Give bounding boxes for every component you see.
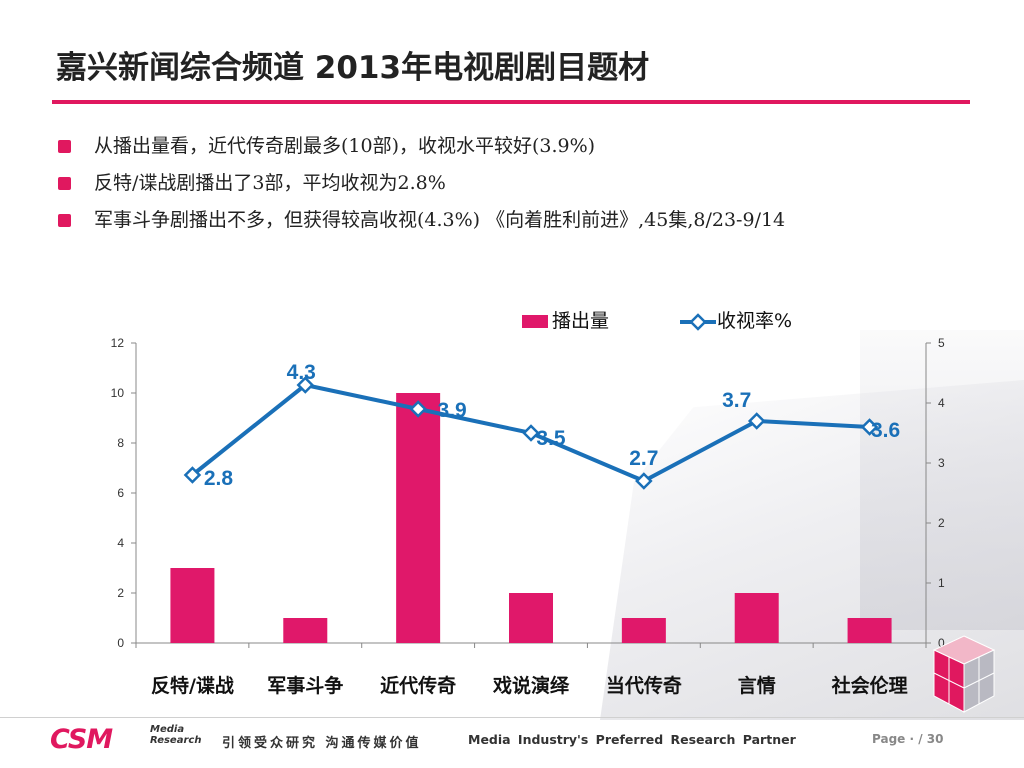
legend-bar-label: 播出量	[552, 310, 609, 332]
rating-data-label: 3.9	[438, 399, 467, 422]
rating-data-label: 2.7	[629, 447, 658, 470]
rating-data-label: 3.7	[722, 389, 751, 412]
right-axis-tick-label: 1	[938, 576, 945, 590]
category-label: 当代传奇	[606, 674, 682, 697]
category-label: 近代传奇	[380, 674, 456, 697]
bar-3	[509, 593, 553, 643]
legend-bar-swatch	[522, 315, 548, 328]
bullet-list: 从播出量看，近代传奇剧最多(10部)，收视水平较好(3.9%) 反特/谍战剧播出…	[56, 130, 976, 241]
bullet-square-icon	[58, 214, 71, 227]
footer-divider	[0, 717, 1024, 718]
footer-slogan-cn: 引领受众研究 沟通传媒价值	[222, 736, 422, 751]
rating-point-5	[747, 412, 766, 430]
bar-0	[170, 568, 215, 643]
rating-point-3	[522, 424, 540, 442]
category-label: 反特/谍战	[151, 675, 234, 697]
background-decoration-column	[860, 330, 1024, 630]
bullet-item: 从播出量看，近代传奇剧最多(10部)，收视水平较好(3.9%)	[56, 130, 976, 162]
category-label: 戏说演绎	[492, 674, 570, 697]
rating-point-6	[860, 418, 879, 436]
bar-4	[621, 618, 666, 643]
page-number: Page · / 30	[872, 732, 944, 746]
bullet-square-icon	[58, 140, 71, 153]
rating-point-1	[296, 376, 315, 394]
rating-data-label: 2.8	[204, 467, 234, 490]
left-axis-tick-label: 6	[117, 486, 124, 500]
logo-sub-line: Research	[150, 735, 202, 746]
rating-point-4	[635, 472, 653, 490]
left-axis-tick-label: 12	[111, 336, 125, 350]
bullet-text: 从播出量看，近代传奇剧最多(10部)，收视水平较好(3.9%)	[94, 135, 596, 157]
bullet-item: 反特/谍战剧播出了3部，平均收视为2.8%	[56, 167, 976, 199]
bar-1	[283, 618, 328, 643]
rating-point-2	[409, 400, 427, 418]
rating-data-label: 3.6	[871, 419, 900, 442]
logo-sub-line: Media	[150, 724, 185, 735]
csm-logo-subtitle: Media Research	[150, 724, 210, 746]
cube-logo-icon	[932, 635, 996, 713]
bar-5	[734, 593, 779, 643]
left-axis-tick-label: 4	[117, 536, 124, 550]
bar-6	[847, 618, 892, 643]
right-axis-tick-label: 3	[938, 456, 945, 470]
rating-data-label: 4.3	[287, 361, 316, 384]
right-axis-tick-label: 0	[938, 636, 945, 650]
right-axis-tick-label: 5	[938, 336, 945, 350]
bullet-square-icon	[58, 177, 71, 190]
legend-line-marker	[689, 313, 707, 331]
left-axis-tick-label: 0	[117, 636, 124, 650]
bullet-item: 军事斗争剧播出不多，但获得较高收视(4.3%) 《向着胜利前进》,45集,8/2…	[56, 204, 976, 236]
slide-title: 嘉兴新闻综合频道 2013年电视剧剧目题材	[56, 50, 650, 86]
left-axis-tick-label: 2	[117, 586, 124, 600]
rating-point-0	[183, 466, 202, 484]
left-axis-tick-label: 10	[111, 386, 125, 400]
legend-line-label: 收视率%	[717, 310, 792, 332]
combo-chart: 0246810120123452.84.33.93.52.73.73.6反特/谍…	[111, 310, 945, 697]
category-label: 社会伦理	[831, 674, 908, 697]
bullet-text: 反特/谍战剧播出了3部，平均收视为2.8%	[94, 172, 446, 194]
title-underline	[52, 100, 970, 104]
bar-2	[396, 393, 441, 643]
right-axis-tick-label: 2	[938, 516, 945, 530]
rating-data-label: 3.5	[536, 427, 566, 450]
category-label: 言情	[738, 674, 776, 697]
right-axis-tick-label: 4	[938, 396, 945, 410]
bullet-text: 军事斗争剧播出不多，但获得较高收视(4.3%) 《向着胜利前进》,45集,8/2…	[94, 209, 786, 231]
csm-logo: CSM	[50, 724, 113, 755]
left-axis-tick-label: 8	[117, 436, 124, 450]
category-label: 军事斗争	[267, 674, 343, 697]
footer-slogan-en: Media Industry's Preferred Research Part…	[468, 732, 796, 747]
